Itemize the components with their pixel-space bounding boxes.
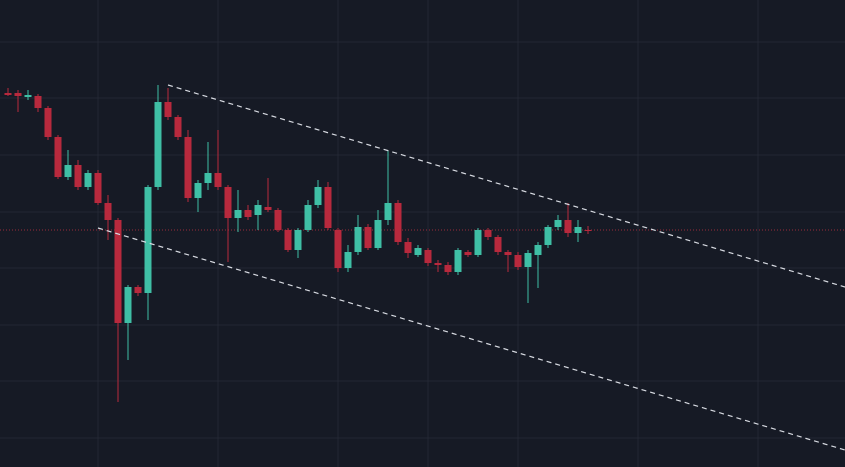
candle-body: [454, 250, 462, 272]
candle-body: [184, 137, 192, 198]
candle-body: [584, 230, 592, 231]
candle-body: [234, 210, 242, 218]
candle-body: [74, 165, 82, 187]
candle-body: [554, 220, 562, 227]
candle-body: [84, 173, 92, 187]
trend-line: [167, 84, 845, 288]
trend-line: [97, 227, 845, 451]
candle-body: [504, 252, 512, 255]
candle-body: [474, 230, 482, 255]
candle-body: [494, 237, 502, 252]
candle-body: [254, 205, 262, 215]
candle-body: [144, 187, 152, 293]
candle-body: [484, 230, 492, 237]
candle-body: [524, 253, 532, 267]
candle-body: [174, 117, 182, 137]
candle-body: [534, 245, 542, 255]
candle-body: [134, 287, 142, 293]
candle-body: [564, 220, 572, 233]
candle-body: [314, 187, 322, 205]
candle-body: [384, 203, 392, 220]
candle-body: [154, 102, 162, 187]
candle-body: [194, 183, 202, 198]
candle-body: [214, 173, 222, 187]
candle-body: [124, 287, 132, 323]
candle-body: [204, 173, 212, 183]
candles: [4, 85, 592, 402]
candle-body: [224, 187, 232, 218]
candle-body: [434, 263, 442, 265]
candle-body: [364, 227, 372, 248]
candle-body: [114, 220, 122, 323]
candle-body: [444, 265, 452, 272]
candle-body: [574, 227, 582, 233]
candle-body: [414, 248, 422, 255]
candle-body: [354, 227, 362, 252]
candle-body: [324, 187, 332, 228]
candle-body: [404, 242, 412, 253]
candle-body: [94, 173, 102, 203]
candle-body: [284, 230, 292, 250]
candle-body: [14, 93, 22, 96]
candle-body: [104, 203, 112, 220]
candle-body: [374, 220, 382, 248]
candle-body: [164, 102, 172, 117]
candle-body: [44, 108, 52, 137]
candle-body: [334, 230, 342, 268]
candle-body: [4, 93, 12, 95]
candle-body: [264, 207, 272, 210]
candle-body: [344, 252, 352, 268]
candle-body: [294, 230, 302, 250]
candle-body: [514, 255, 522, 267]
candle-body: [54, 137, 62, 177]
candle-body: [64, 165, 72, 177]
candle-body: [424, 250, 432, 263]
candle-body: [34, 96, 42, 108]
candle-body: [244, 210, 252, 217]
candle-body: [544, 227, 552, 245]
candle-body: [394, 203, 402, 242]
candle-body: [464, 252, 472, 255]
candle-body: [304, 205, 312, 230]
candle-body: [274, 210, 282, 230]
candle-body: [24, 95, 32, 97]
